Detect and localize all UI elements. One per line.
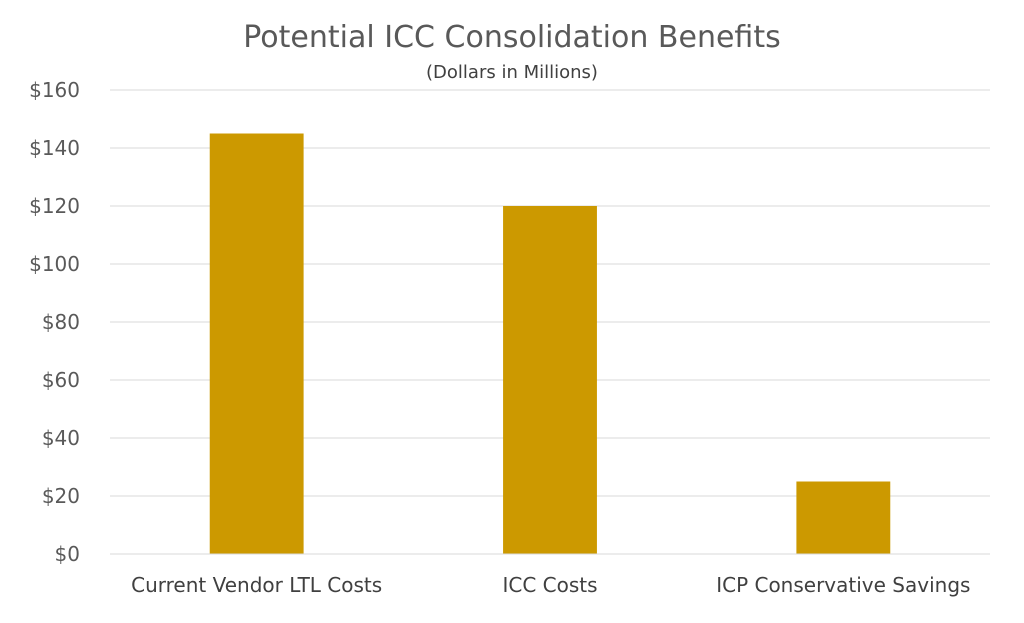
chart-title: Potential ICC Consolidation Benefits <box>243 20 781 55</box>
y-tick-label: $100 <box>29 252 80 276</box>
y-tick-label: $160 <box>29 78 80 102</box>
x-tick-label: ICC Costs <box>502 573 597 597</box>
x-tick-label: ICP Conservative Savings <box>716 573 970 597</box>
bars <box>209 133 891 554</box>
y-tick-label: $40 <box>42 426 80 450</box>
chart-subtitle: (Dollars in Millions) <box>426 62 598 83</box>
y-axis: $0 $20 $40 $60 $80 $100 $120 $140 $160 <box>29 78 80 566</box>
y-tick-label: $80 <box>42 310 80 334</box>
y-tick-label: $120 <box>29 194 80 218</box>
bar <box>209 133 304 554</box>
x-tick-label: Current Vendor LTL Costs <box>131 573 382 597</box>
bar <box>796 481 891 554</box>
bar <box>503 206 597 554</box>
y-tick-label: $0 <box>55 542 80 566</box>
y-tick-label: $140 <box>29 136 80 160</box>
x-axis: Current Vendor LTL Costs ICC Costs ICP Con… <box>110 553 990 597</box>
y-tick-label: $60 <box>42 368 80 392</box>
y-tick-label: $20 <box>42 484 80 508</box>
